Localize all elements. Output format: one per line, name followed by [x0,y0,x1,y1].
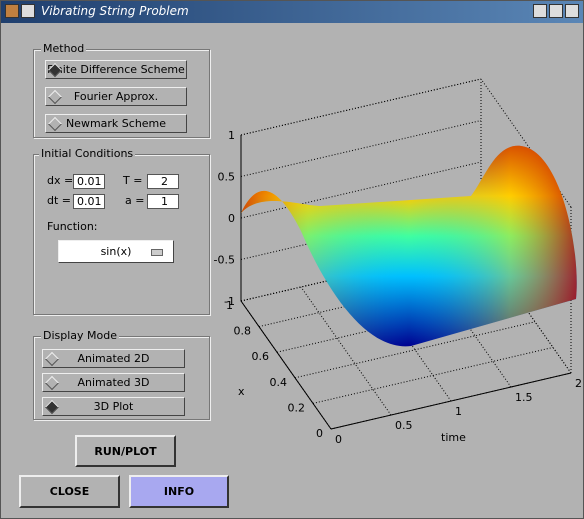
panel-label: Display Mode [41,329,120,342]
menu-icon[interactable] [21,4,35,18]
z-tick-label: 0.5 [218,171,236,184]
x-axis-label: x [238,385,245,398]
window-title: Vibrating String Problem [41,4,189,18]
grid-line [240,161,482,219]
radio-label: 3D Plot [93,400,134,413]
info-button[interactable]: INFO [129,475,229,508]
t-axis-label: time [441,431,466,444]
radio-button[interactable]: 3D Plot [42,397,185,416]
t-tick-label: 0.5 [395,419,413,432]
method-panel [33,49,210,138]
grid-line [330,372,572,430]
field-label: T = [123,174,143,187]
t-tick-label: 1.5 [515,391,533,404]
box-edge [240,78,482,136]
close-button[interactable]: CLOSE [19,475,120,508]
text-field[interactable]: 1 [147,194,179,209]
x-tick-label: 1 [226,299,233,312]
function-popup[interactable]: sin(x) [58,240,174,263]
radio-button[interactable]: Newmark Scheme [45,114,187,133]
grid-line [240,120,482,177]
minimize[interactable] [533,4,547,18]
surface-shading [241,145,577,347]
grid-line [312,346,554,404]
display-mode-panel [33,336,210,420]
z-tick-label: 0 [228,212,235,225]
grid-line [276,295,518,353]
box-edge [240,244,482,302]
radio-label: Fourier Approx. [73,90,159,103]
t-tick-label: 2 [575,377,582,390]
grid-line [294,321,536,379]
radio-label: Finite Difference Scheme [47,63,185,76]
radio-indicator [47,89,63,105]
grid-line [240,244,482,302]
box-edge [480,244,572,374]
box-edge [480,78,572,208]
maximize[interactable] [549,4,563,18]
axis-line [330,372,572,430]
grid-line [240,203,482,260]
x-tick-label: 0 [316,427,323,440]
text-field[interactable]: 0.01 [73,174,105,189]
radio-indicator [44,375,60,391]
x-tick-label: 0.4 [270,376,288,389]
run-button[interactable]: RUN/PLOT [75,435,176,467]
grid-line [300,286,392,416]
x-tick-label: 0.6 [252,350,270,363]
title-bar: Vibrating String Problem [1,1,583,23]
grid-line [240,244,482,302]
radio-button[interactable]: Animated 2D [42,349,185,368]
grid-line [360,272,452,402]
field-label: a = [125,194,145,207]
z-tick-label: -0.5 [214,254,235,267]
field-label: dx = [47,174,74,187]
close-window[interactable] [565,4,579,18]
grid-line [258,270,500,328]
grid-line [480,244,572,374]
x-tick-label: 0.8 [234,325,252,338]
t-tick-label: 0 [335,433,342,446]
popup-icon [151,249,163,256]
field-label: dt = [47,194,72,207]
popup-value: sin(x) [100,245,132,258]
radio-indicator [47,116,63,132]
grid-line [240,78,482,136]
radio-label: Animated 2D [77,352,150,365]
grid-line [240,300,332,430]
axis-line [240,300,332,430]
t-tick-label: 1 [455,405,462,418]
app-icon [5,4,19,18]
x-tick-label: 0.2 [288,401,306,414]
radio-indicator [44,351,60,367]
z-tick-label: -1 [224,295,235,308]
panel-label: Method [41,42,87,55]
grid-line [420,258,512,388]
surface [241,145,577,347]
radio-label: Animated 3D [77,376,150,389]
radio-button[interactable]: Finite Difference Scheme [45,60,187,79]
z-tick-label: 1 [228,129,235,142]
panel-label: Initial Conditions [39,147,136,160]
radio-button[interactable]: Fourier Approx. [45,87,187,106]
text-field[interactable]: 0.01 [73,194,105,209]
function-label: Function: [47,220,98,233]
text-field[interactable]: 2 [147,174,179,189]
radio-button[interactable]: Animated 3D [42,373,185,392]
radio-indicator [44,399,60,415]
radio-label: Newmark Scheme [65,117,167,130]
